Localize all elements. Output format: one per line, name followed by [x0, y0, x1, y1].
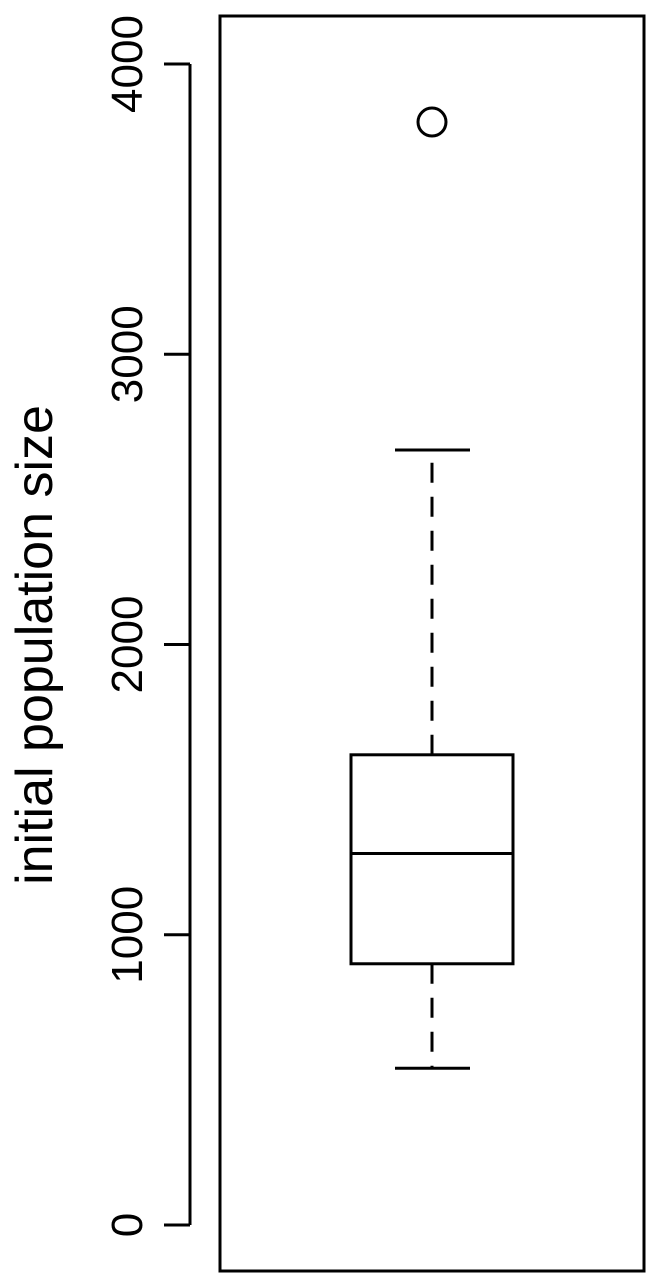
plot-frame — [218, 14, 646, 1273]
y-tick-label: 1000 — [103, 886, 152, 984]
y-tick-label: 4000 — [103, 15, 152, 113]
y-tick-label: 2000 — [103, 596, 152, 694]
y-tick-label: 3000 — [103, 305, 152, 403]
y-axis: 0 1000 2000 3000 4000 — [103, 15, 192, 1237]
box-group — [349, 106, 515, 1070]
y-tick-label: 0 — [103, 1213, 152, 1237]
interquartile-box — [349, 753, 515, 966]
outlier-point — [416, 106, 448, 138]
y-axis-title: initial population size — [6, 405, 64, 885]
